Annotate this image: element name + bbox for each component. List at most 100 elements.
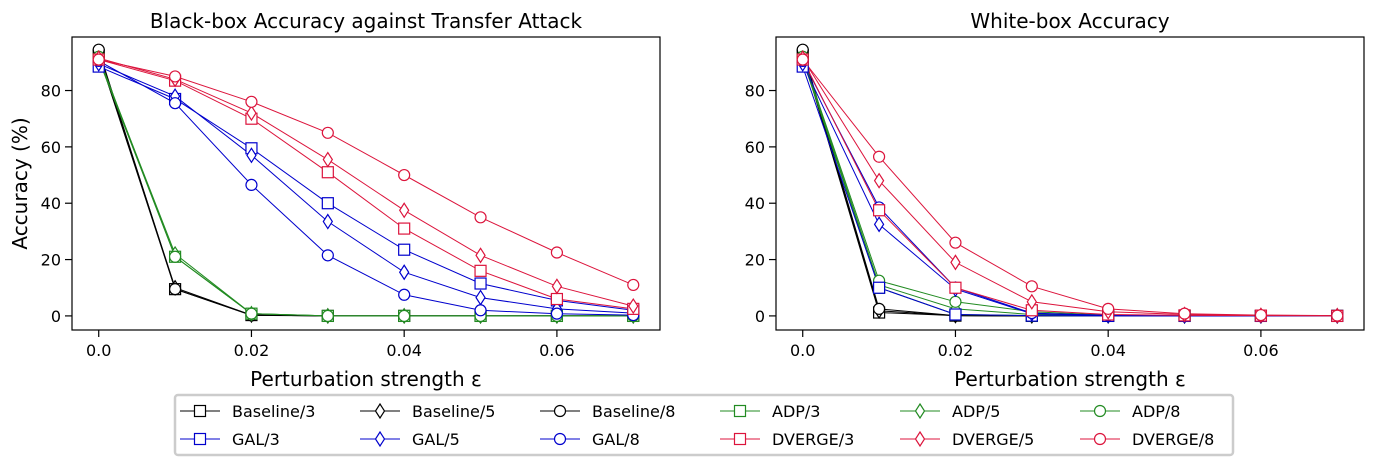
data-point-gal-3 <box>398 243 411 256</box>
chart-title: Black-box Accuracy against Transfer Atta… <box>150 9 583 33</box>
legend-item-gal-3: GAL/3 <box>180 430 280 449</box>
data-point-dverge-3 <box>321 166 334 179</box>
y-tick-label: 0 <box>51 307 61 326</box>
data-point-dverge-8 <box>398 168 411 182</box>
data-point-dverge-3 <box>474 264 487 277</box>
x-axis-label: Perturbation strength ε <box>250 367 482 391</box>
x-tick-label: 0.06 <box>1243 341 1279 360</box>
data-point-dverge-8 <box>1102 302 1115 315</box>
x-tick-label: 0.0 <box>790 341 815 360</box>
x-axis-label: Perturbation strength ε <box>954 367 1186 391</box>
data-point-dverge-5 <box>246 104 257 122</box>
data-point-dverge-5 <box>551 278 563 295</box>
series-line-dverge-3 <box>98 59 634 310</box>
legend-item-dverge-5: DVERGE/5 <box>900 430 1034 449</box>
legend-item-dverge-3: DVERGE/3 <box>720 430 854 449</box>
plot-frame <box>71 36 661 331</box>
data-point-dverge-8 <box>245 95 258 108</box>
y-tick-label: 20 <box>41 251 61 270</box>
series-markers <box>92 43 640 325</box>
y-tick-label: 20 <box>745 251 765 270</box>
data-point-gal-3 <box>949 308 962 321</box>
data-point-dverge-8 <box>1331 309 1344 322</box>
y-axis-label: Accuracy (%) <box>8 117 32 249</box>
legend-label: DVERGE/3 <box>772 430 854 449</box>
series-line-gal-3 <box>98 66 634 311</box>
legend-frame <box>173 393 1235 457</box>
series-line-baseline-5 <box>98 52 634 317</box>
x-tick-label: 0.06 <box>539 341 575 360</box>
legend-item-gal-8: GAL/8 <box>540 430 640 449</box>
legend-label: GAL/5 <box>412 430 460 449</box>
data-point-gal-8 <box>550 307 564 320</box>
legend-label: DVERGE/5 <box>952 430 1034 449</box>
legend-marker <box>193 432 207 446</box>
series-line-gal-5 <box>98 63 634 314</box>
series-line-dverge-8 <box>98 59 634 286</box>
data-point-dverge-8 <box>321 126 334 139</box>
legend-label: ADP/3 <box>772 402 820 421</box>
y-tick-label: 80 <box>41 82 61 101</box>
legend-label: Baseline/8 <box>592 402 675 421</box>
legend-label: Baseline/5 <box>412 402 495 421</box>
legend-label: GAL/3 <box>232 430 280 449</box>
legend-label: GAL/8 <box>592 430 640 449</box>
data-point-dverge-8 <box>796 53 809 66</box>
data-point-adp-8 <box>949 295 962 308</box>
legend-marker <box>374 402 386 420</box>
y-tick-label: 60 <box>745 138 765 157</box>
data-point-dverge-8 <box>627 278 640 292</box>
data-point-dverge-5 <box>873 172 885 189</box>
data-point-dverge-5 <box>322 151 334 168</box>
data-point-dverge-8 <box>1254 308 1268 322</box>
data-point-dverge-5 <box>398 202 410 219</box>
data-point-dverge-5 <box>1026 293 1038 310</box>
legend: Baseline/3 Baseline/5 Baseline/8 ADP/3 ADP/5… <box>173 393 1235 457</box>
y-tick-label: 0 <box>755 307 765 326</box>
data-point-dverge-8 <box>92 53 105 66</box>
y-tick-label: 40 <box>41 194 61 213</box>
data-point-gal-5 <box>246 147 257 164</box>
legend-marker <box>733 404 747 418</box>
data-point-dverge-5 <box>950 254 961 271</box>
data-point-gal-8 <box>474 304 487 317</box>
x-tick-label: 0.02 <box>938 341 974 360</box>
data-point-dverge-5 <box>475 247 486 264</box>
black-box-chart: Black-box Accuracy against Transfer Atta… <box>8 9 661 391</box>
legend-item-baseline-5: Baseline/5 <box>360 402 495 421</box>
x-tick-label: 0.04 <box>386 341 422 360</box>
legend-item-adp-3: ADP/3 <box>720 402 820 421</box>
data-point-dverge-5 <box>628 297 639 315</box>
data-point-adp-8 <box>168 250 182 263</box>
legend-marker <box>1093 404 1107 418</box>
data-point-dverge-3 <box>398 222 411 235</box>
y-tick-label: 80 <box>745 82 765 101</box>
legend-marker <box>553 432 567 446</box>
legend-marker <box>553 404 567 418</box>
data-point-dverge-8 <box>550 246 564 259</box>
data-point-adp-8 <box>321 309 334 323</box>
y-tick-label: 40 <box>745 194 765 213</box>
legend-label: ADP/5 <box>952 402 1000 421</box>
series-line-dverge-5 <box>98 57 634 307</box>
series-markers <box>796 43 1344 325</box>
data-point-dverge-8 <box>474 211 487 224</box>
data-point-adp-8 <box>245 307 258 320</box>
y-tick-label: 60 <box>41 138 61 157</box>
data-point-adp-8 <box>398 309 411 323</box>
legend-marker <box>914 402 926 420</box>
data-point-gal-5 <box>398 264 410 281</box>
series-lines <box>98 49 634 317</box>
data-point-dverge-3 <box>872 204 886 217</box>
data-point-dverge-8 <box>1025 280 1038 293</box>
series-lines <box>802 49 1338 317</box>
data-point-baseline-8 <box>168 283 182 296</box>
x-tick-label: 0.02 <box>234 341 270 360</box>
data-point-gal-3 <box>474 277 487 290</box>
legend-marker <box>914 430 926 448</box>
data-point-gal-8 <box>168 97 182 110</box>
x-tick-label: 0.0 <box>86 341 111 360</box>
legend-label: DVERGE/8 <box>1132 430 1214 449</box>
series-line-gal-8 <box>98 60 634 316</box>
